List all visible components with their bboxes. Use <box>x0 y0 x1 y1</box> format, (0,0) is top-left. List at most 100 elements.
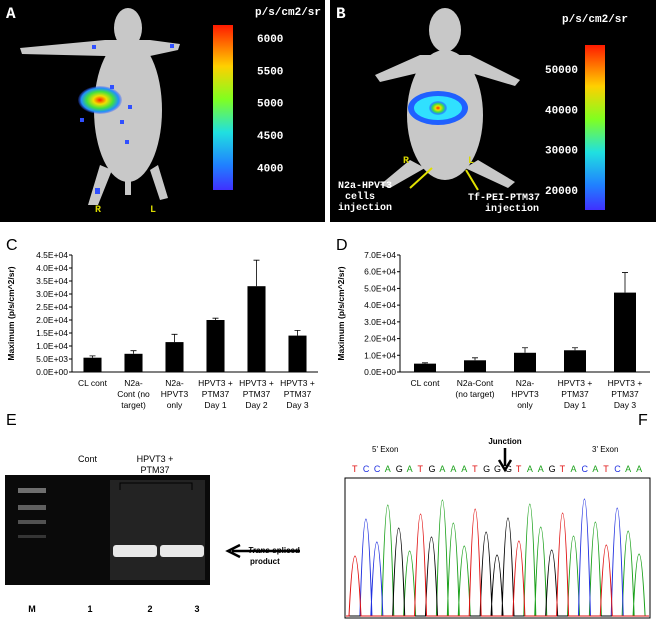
x-tick-line: HPVT3 + <box>239 378 274 388</box>
error-bar <box>422 362 428 364</box>
arrow <box>497 448 513 473</box>
bar <box>614 292 636 372</box>
x-tick-label: CL cont <box>78 378 108 388</box>
line: PTM37 <box>140 465 169 475</box>
y-tick-label: 2.0E+04 <box>36 315 68 325</box>
scale-tick-label: 50000 <box>545 65 578 77</box>
x-tick-line: Day 2 <box>245 400 267 410</box>
line: N2a-HPVT3 <box>338 181 392 192</box>
band <box>113 545 157 557</box>
y-axis-label: Maximum (p/s/cm^2/sr) <box>336 266 346 360</box>
x-tick-label: HPVT3 + PTM37 Day 3 <box>280 378 315 410</box>
y-tick-label: 0.0E+00 <box>36 367 68 377</box>
panel-b: B p/s/cm2/sr R L N2a-HPVT3 cells injection… <box>330 0 656 222</box>
bar <box>514 352 536 372</box>
chromatogram-frame <box>344 477 651 619</box>
x-tick-line: HPVT3 + <box>558 378 593 388</box>
y-tick-label: 2.5E+04 <box>36 302 68 312</box>
panel-a: A p/s/cm2/sr R L 6000 5500 5000 4500 4000 <box>0 0 325 222</box>
base: C <box>614 464 621 474</box>
bar <box>83 357 102 372</box>
base: G <box>494 464 501 474</box>
ladder <box>18 488 46 538</box>
color-scale <box>585 45 605 210</box>
line: Tf-PEI-PTM37 <box>468 192 540 204</box>
signal <box>78 86 122 114</box>
base: G <box>483 464 490 474</box>
base: A <box>461 464 467 474</box>
x-tick-line: CL cont <box>78 378 108 388</box>
base: A <box>571 464 577 474</box>
label: 5' Exon <box>372 445 398 454</box>
x-tick-label: N2a-HPVT3 only <box>511 378 539 410</box>
error-bar <box>472 357 478 361</box>
smear <box>160 480 205 580</box>
line: injection <box>338 202 392 214</box>
smear <box>110 480 160 580</box>
error-bar <box>130 350 137 354</box>
panel-label: C <box>6 237 18 254</box>
base: A <box>592 464 598 474</box>
y-tick-label: 1.5E+04 <box>36 328 68 338</box>
label: 3' Exon <box>592 445 618 454</box>
side-label: R <box>403 156 409 167</box>
panel-e: E Cont HPVT3 + PTM37 Trans-spliced product… <box>5 412 300 614</box>
base: A <box>407 464 413 474</box>
x-tick-line: target) <box>121 400 146 410</box>
bar <box>206 320 225 372</box>
panel-label: B <box>336 5 346 23</box>
x-tick-line: Day 3 <box>614 400 636 410</box>
bar <box>414 363 436 372</box>
base: T <box>603 464 609 474</box>
line: injection <box>485 203 539 215</box>
x-tick-label: N2a-Cont (no target) <box>455 378 494 399</box>
y-tick-label: 0.0E+00 <box>364 367 396 377</box>
lane-label: 2 <box>147 604 152 614</box>
scale-tick-label: 40000 <box>545 105 578 117</box>
error-bar <box>572 347 578 351</box>
traces <box>346 498 649 617</box>
italic: Trans <box>248 546 270 555</box>
mouse <box>20 8 180 205</box>
label: HPVT3 + PTM37 <box>137 454 174 475</box>
bar <box>288 335 307 372</box>
x-tick-line: only <box>167 400 183 410</box>
x-tick-line: HPVT3 + <box>198 378 233 388</box>
side-label: L <box>468 156 474 167</box>
x-tick-line: HPVT3 <box>511 389 539 399</box>
trace-A <box>346 499 649 617</box>
x-tick-line: N2a- <box>165 378 184 388</box>
color-scale <box>213 25 233 190</box>
y-tick-label: 3.5E+04 <box>36 276 68 286</box>
base: T <box>560 464 566 474</box>
x-tick-line: Day 3 <box>286 400 308 410</box>
y-tick-label: 7.0E+04 <box>364 250 396 260</box>
bar <box>464 360 486 372</box>
y-tick-label: 1.0E+04 <box>36 341 68 351</box>
charts: C Maximum (p/s/cm^2/sr) 0.0E+00 5.0E+03 1.0E… <box>6 237 650 410</box>
units: p/s/cm2/sr <box>255 7 321 19</box>
lane-label: M <box>28 604 36 614</box>
lane-label: 3 <box>194 604 199 614</box>
bracket <box>119 482 193 490</box>
base: A <box>385 464 391 474</box>
scale-tick-label: 30000 <box>545 146 578 158</box>
x-tick-label: N2a-Cont (no target) <box>117 378 150 410</box>
arrow <box>225 543 300 559</box>
x-tick-label: HPVT3 + PTM37 Day 1 <box>558 378 593 410</box>
base: T <box>472 464 478 474</box>
base: A <box>439 464 445 474</box>
error-bar <box>522 347 528 353</box>
x-tick-line: PTM37 <box>284 389 312 399</box>
panel-label: A <box>6 5 16 23</box>
scale-tick-label: 5000 <box>257 99 283 111</box>
x-tick-line: PTM37 <box>202 389 230 399</box>
base: A <box>450 464 456 474</box>
base: G <box>549 464 556 474</box>
base: C <box>581 464 588 474</box>
trace-T <box>346 508 649 617</box>
